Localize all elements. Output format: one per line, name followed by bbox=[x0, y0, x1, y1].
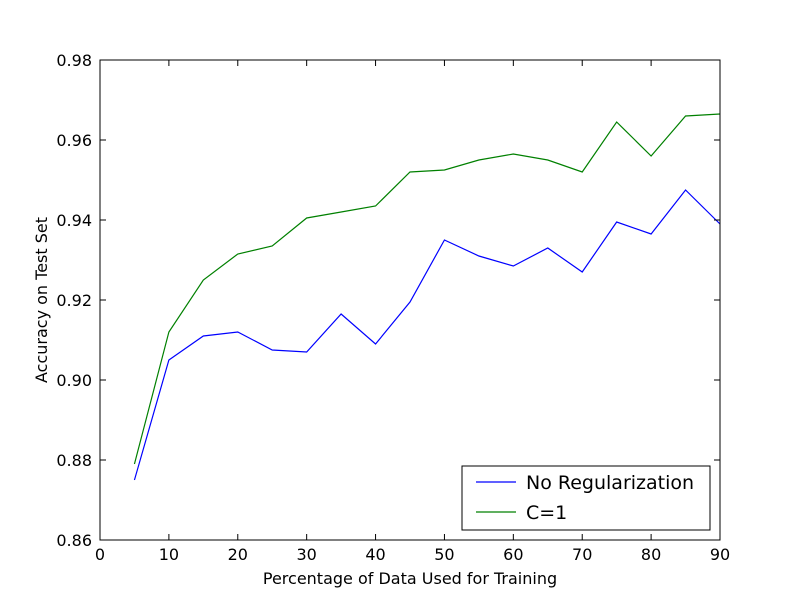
x-tick-label: 90 bbox=[710, 545, 730, 564]
y-tick-label: 0.90 bbox=[56, 371, 92, 390]
x-tick-label: 20 bbox=[228, 545, 248, 564]
x-tick-label: 30 bbox=[296, 545, 316, 564]
y-tick-label: 0.98 bbox=[56, 51, 92, 70]
ticks-layer: 0 10 20 30 40 50 60 70 80 90 0.86 0.88 0.90 0.92 0.94 0… bbox=[56, 51, 730, 564]
x-tick-label: 60 bbox=[503, 545, 523, 564]
x-tick-label: 40 bbox=[365, 545, 385, 564]
x-axis-label: Percentage of Data Used for Training bbox=[263, 569, 557, 588]
y-tick-label: 0.88 bbox=[56, 451, 92, 470]
y-axis-label: Accuracy on Test Set bbox=[32, 217, 51, 383]
legend-label-no-regularization: No Regularization bbox=[526, 472, 694, 494]
legend: No Regularization C=1 bbox=[461, 465, 711, 531]
y-tick-label: 0.96 bbox=[56, 131, 92, 150]
y-tick-label: 0.94 bbox=[56, 211, 92, 230]
x-tick-label: 80 bbox=[641, 545, 661, 564]
x-tick-label: 10 bbox=[159, 545, 179, 564]
x-tick-label: 0 bbox=[95, 545, 105, 564]
x-tick-label: 50 bbox=[434, 545, 454, 564]
x-tick-label: 70 bbox=[572, 545, 592, 564]
series-layer bbox=[133, 113, 721, 481]
legend-box bbox=[461, 465, 711, 531]
y-tick-label: 0.92 bbox=[56, 291, 92, 310]
legend-label-c1: C=1 bbox=[526, 502, 567, 524]
series-line-no-regularization bbox=[133, 189, 721, 481]
y-tick-label: 0.86 bbox=[56, 531, 92, 550]
series-line-c-1 bbox=[133, 113, 721, 465]
